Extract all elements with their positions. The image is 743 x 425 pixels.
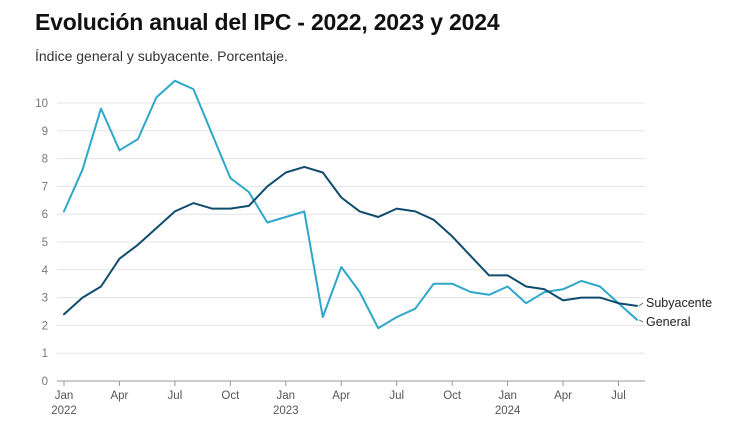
- chart-subtitle: Índice general y subyacente. Porcentaje.: [35, 48, 288, 64]
- gridlines: [57, 102, 645, 382]
- x-tick-label: Jul: [168, 390, 183, 402]
- y-tick-label: 10: [35, 98, 48, 110]
- series-label-general: General: [646, 315, 690, 329]
- y-tick-label: 2: [42, 320, 48, 332]
- y-tick-label: 4: [42, 265, 49, 277]
- y-tick-label: 6: [42, 209, 48, 221]
- series-label-connector: [638, 302, 644, 307]
- x-tick-year: 2022: [51, 405, 77, 417]
- chart-title: Evolución anual del IPC - 2022, 2023 y 2…: [35, 9, 500, 35]
- y-tick-label: 1: [42, 348, 48, 360]
- y-tick-label: 9: [42, 126, 48, 138]
- x-tick-label: Oct: [221, 390, 240, 402]
- x-tick-label: Jul: [389, 390, 404, 402]
- x-tick-label: Oct: [443, 390, 462, 402]
- x-tick-label: Apr: [554, 390, 572, 402]
- y-tick-label: 3: [42, 293, 48, 305]
- x-tick-label: Jan: [498, 390, 517, 402]
- series-label-subyacente: Subyacente: [646, 296, 712, 310]
- x-tick-year: 2024: [495, 405, 521, 417]
- series-line-subyacente: [63, 165, 638, 316]
- series-line-general: [63, 79, 638, 330]
- x-tick-label: Apr: [110, 390, 128, 402]
- y-tick-label: 0: [42, 376, 48, 388]
- x-tick-label: Apr: [332, 390, 350, 402]
- series-lines: [63, 79, 638, 330]
- series-labels: General Subyacente: [638, 296, 712, 329]
- x-tick-label: Jan: [55, 390, 74, 402]
- y-tick-label: 7: [42, 181, 48, 193]
- y-tick-label: 8: [42, 154, 48, 166]
- y-tick-label: 5: [42, 237, 48, 249]
- x-tick-label: Jan: [277, 390, 296, 402]
- x-tick-year: 2023: [273, 405, 299, 417]
- axes: 0 1 2 3 4 5 6 7 8 9 10 Jan 2022 Apr Jul Oct Jan 2023 Apr Ju…: [35, 98, 626, 417]
- x-tick-label: Jul: [611, 390, 626, 402]
- series-label-connector: [638, 319, 644, 323]
